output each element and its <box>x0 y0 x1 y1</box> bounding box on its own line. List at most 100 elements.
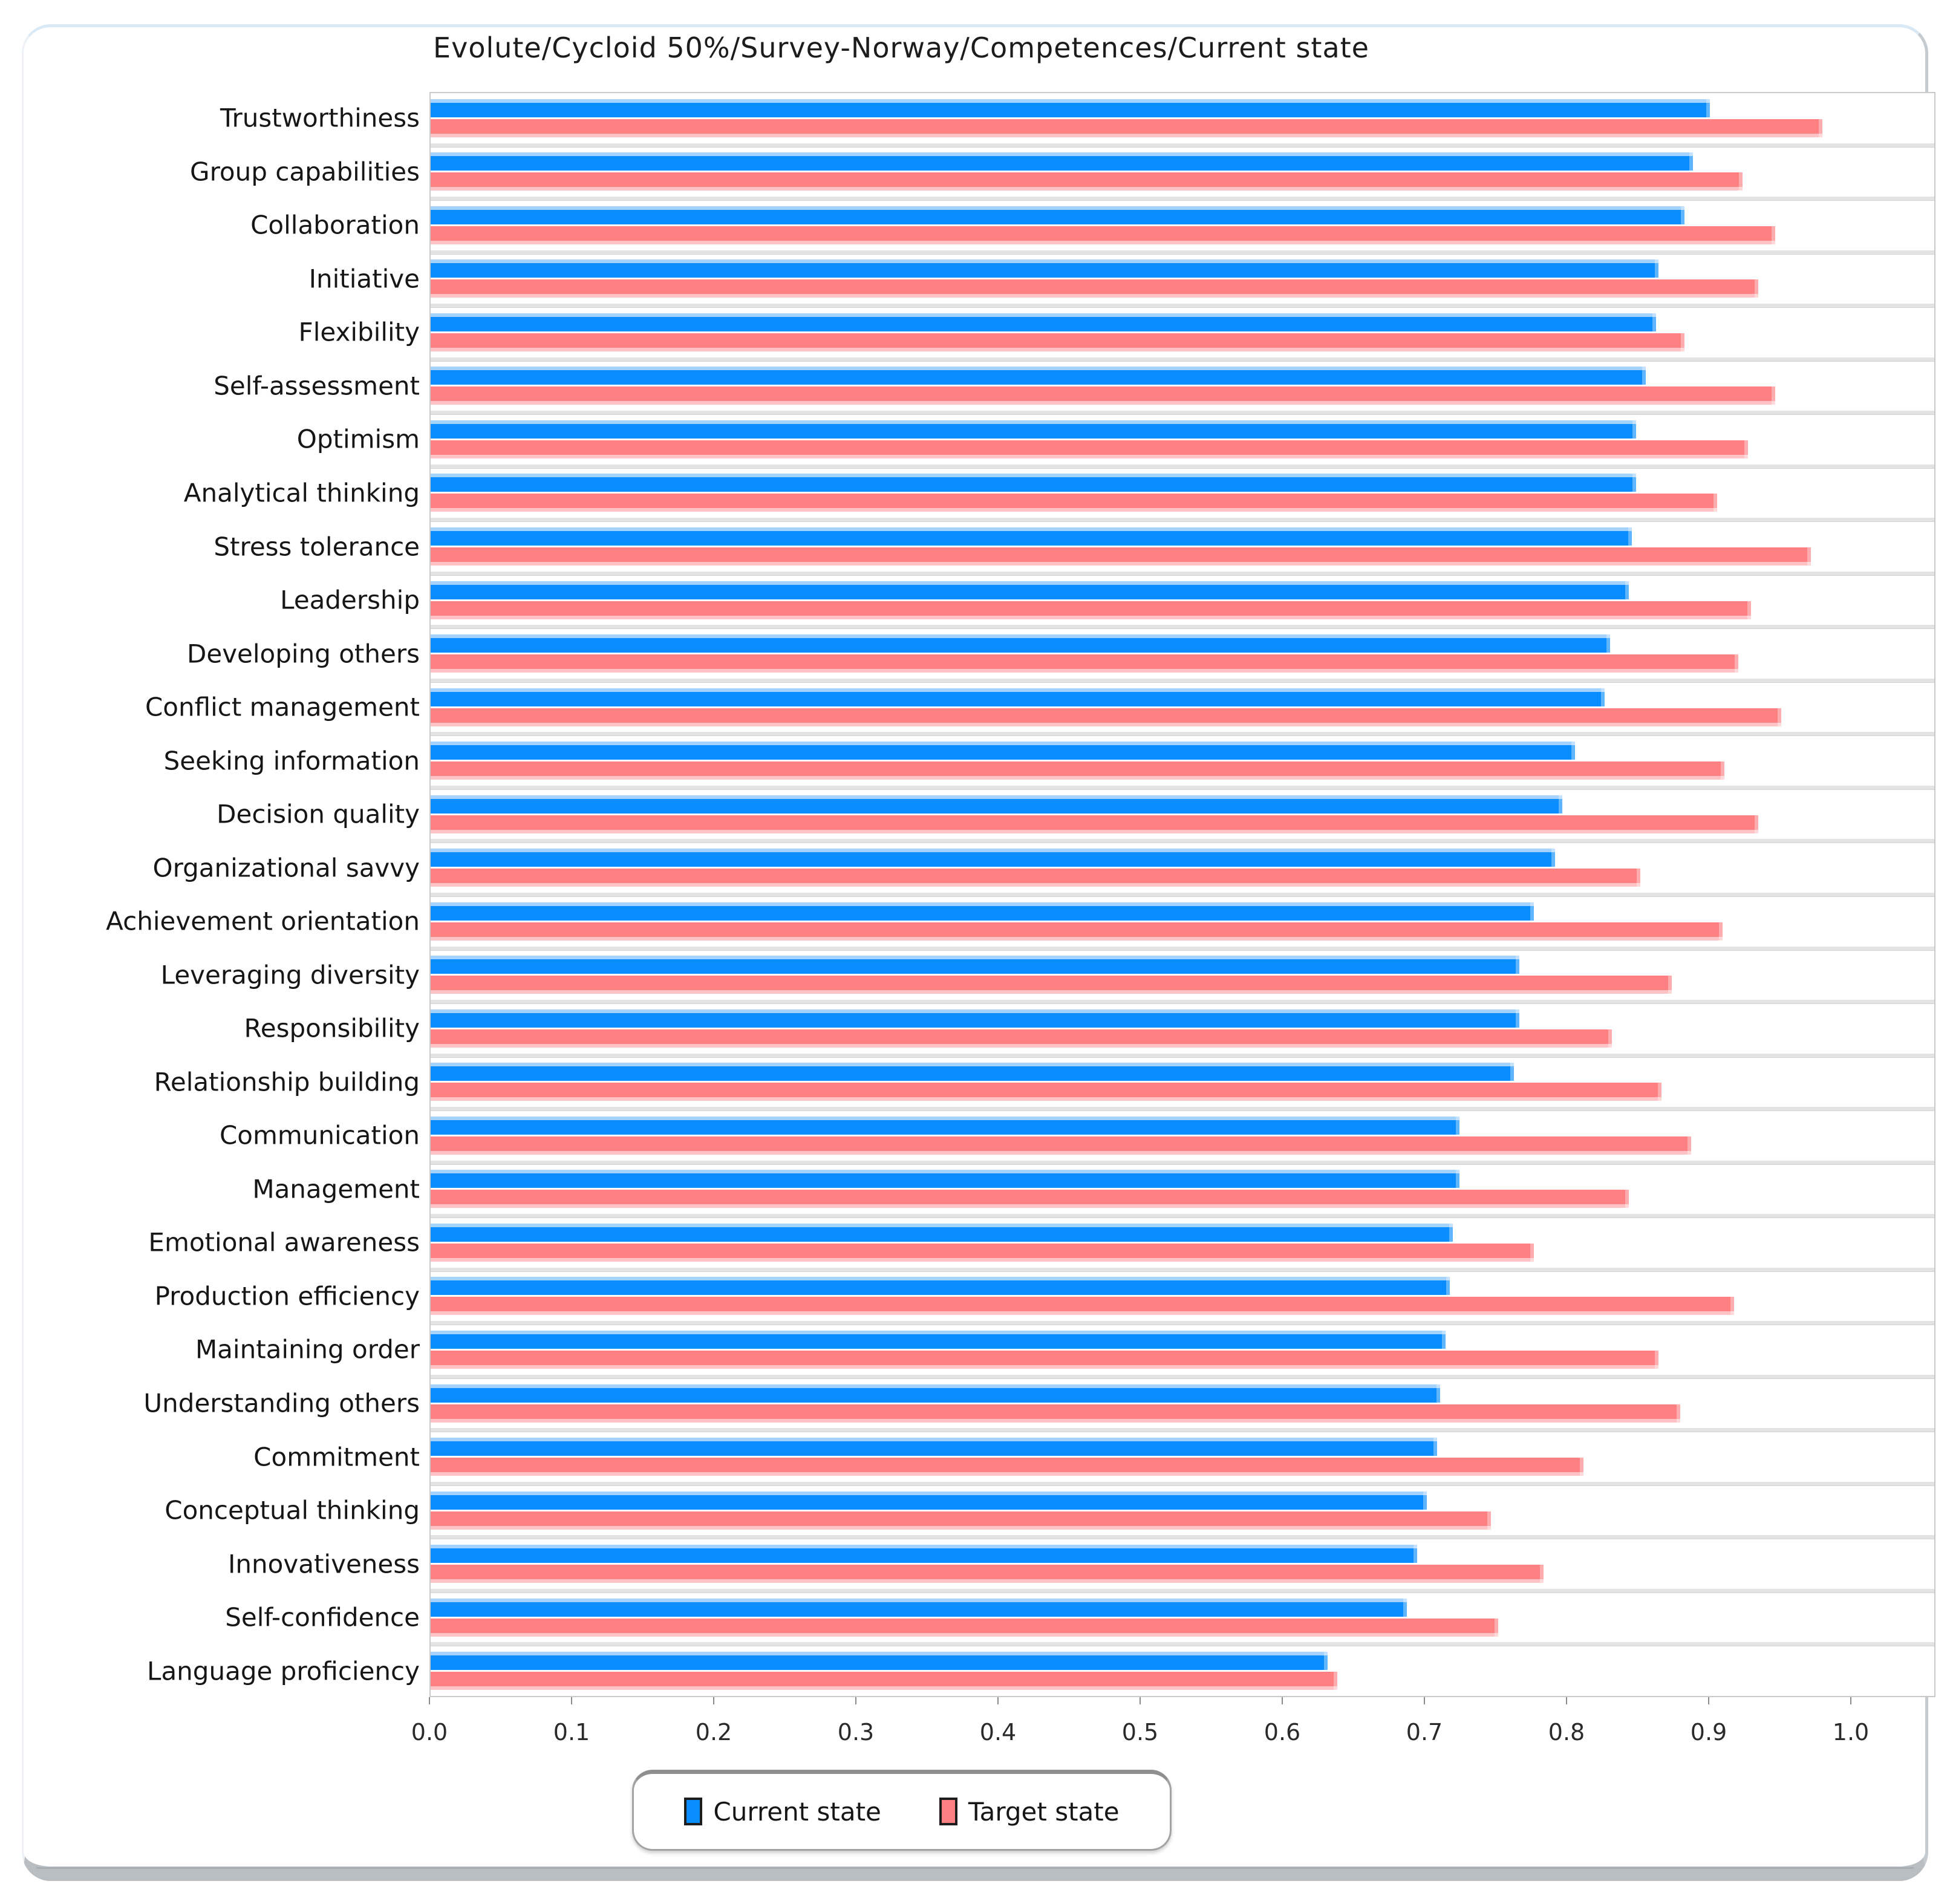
tick-label: 0.2 <box>695 1719 732 1746</box>
bar-target-state <box>431 976 1672 994</box>
chart-row: Innovativeness <box>228 1539 1934 1593</box>
bar-target-state <box>431 1565 1544 1583</box>
bar-target-state <box>431 1404 1680 1423</box>
bar-current-state <box>431 688 1605 706</box>
bar-target-state <box>431 1243 1534 1262</box>
tick-label: 0.7 <box>1406 1719 1443 1746</box>
bar-target-state <box>431 1297 1734 1316</box>
tick-label: 0.9 <box>1690 1719 1727 1746</box>
tick-mark <box>1140 1697 1141 1704</box>
chart-row: Conflict management <box>145 682 1934 736</box>
bar-current-state <box>431 1330 1446 1349</box>
category-label: Conflict management <box>145 692 420 722</box>
bar-current-state <box>431 742 1575 760</box>
chart-row: Group capabilities <box>190 147 1934 201</box>
bar-current-state <box>431 1116 1460 1135</box>
bar-current-state <box>431 1009 1520 1028</box>
tick-mark <box>1708 1697 1709 1704</box>
bar-target-state <box>431 440 1749 458</box>
bar-current-state <box>431 1652 1328 1671</box>
legend-label-current: Current state <box>713 1796 881 1827</box>
category-label: Seeking information <box>163 746 420 776</box>
bar-current-state <box>431 313 1656 331</box>
legend-item-current: Current state <box>684 1797 881 1827</box>
tick-mark <box>1566 1697 1567 1704</box>
chart-row: Commitment <box>253 1432 1934 1485</box>
window-bottom-edge <box>36 1867 1914 1869</box>
chart-row: Emotional awareness <box>148 1218 1934 1271</box>
tick-mark <box>1850 1697 1851 1704</box>
tick-label: 1.0 <box>1832 1719 1870 1746</box>
bar-target-state <box>431 119 1822 137</box>
bar-target-state <box>431 761 1724 780</box>
bar-current-state <box>431 420 1636 439</box>
bar-current-state <box>431 1170 1460 1188</box>
category-label: Achievement orientation <box>106 906 420 936</box>
bar-current-state <box>431 206 1684 224</box>
category-label: Emotional awareness <box>148 1227 420 1257</box>
tick-label: 0.4 <box>979 1719 1017 1746</box>
tick-mark <box>429 1697 430 1704</box>
category-label: Self-assessment <box>214 371 420 401</box>
bar-current-state <box>431 259 1659 278</box>
bar-current-state <box>431 1277 1450 1296</box>
category-label: Communication <box>219 1120 420 1150</box>
category-label: Responsibility <box>244 1013 420 1043</box>
category-label: Self-confidence <box>225 1602 420 1632</box>
chart-row: Organizational savvy <box>153 843 1934 896</box>
bar-target-state <box>431 333 1684 351</box>
chart-row: Language proficiency <box>147 1646 1934 1696</box>
bar-current-state <box>431 634 1611 653</box>
category-label: Trustworthiness <box>220 103 420 133</box>
chart-row: Achievement orientation <box>106 896 1934 950</box>
bar-target-state <box>431 1029 1612 1048</box>
category-label: Analytical thinking <box>183 478 420 508</box>
legend-item-target: Target state <box>939 1797 1120 1827</box>
chart-row: Maintaining order <box>195 1325 1934 1378</box>
legend-label-target: Target state <box>968 1796 1120 1827</box>
category-label: Relationship building <box>154 1067 420 1097</box>
tick-label: 0.6 <box>1264 1719 1301 1746</box>
chart-row: Leadership <box>280 575 1934 629</box>
bar-current-state <box>431 849 1555 867</box>
bar-current-state <box>431 902 1534 921</box>
chart-row: Responsibility <box>244 1003 1934 1057</box>
chart-row: Optimism <box>297 414 1934 468</box>
bar-current-state <box>431 474 1636 492</box>
bar-current-state <box>431 581 1629 599</box>
bar-target-state <box>431 494 1717 512</box>
category-label: Language proficiency <box>147 1656 420 1686</box>
chart-row: Collaboration <box>250 200 1934 254</box>
target-state-swatch-icon <box>939 1798 957 1825</box>
plot-area: Trustworthiness Group capabilities Collabo… <box>106 92 1935 1697</box>
tick-mark <box>997 1697 999 1704</box>
chart-row: Conceptual thinking <box>165 1485 1934 1539</box>
legend: Current state Target state <box>632 1770 1172 1851</box>
chart-row: Understanding others <box>143 1378 1934 1432</box>
x-axis: 0.0 0.1 0.2 0.3 0.4 0.5 0.6 0.7 0.8 0.9 1.0 <box>411 1697 1935 1764</box>
bar-target-state <box>431 1190 1629 1208</box>
bar-target-state <box>431 279 1758 298</box>
bar-current-state <box>431 1223 1453 1242</box>
tick-mark <box>1282 1697 1283 1704</box>
chart-row: Analytical thinking <box>184 468 1934 522</box>
bar-current-state <box>431 956 1520 974</box>
bar-current-state <box>431 1063 1514 1081</box>
bar-target-state <box>431 1618 1498 1637</box>
category-label: Leveraging diversity <box>160 960 420 990</box>
category-label: Initiative <box>308 264 420 294</box>
bar-current-state <box>431 1438 1437 1456</box>
chart-row: Stress tolerance <box>214 521 1934 575</box>
chart-row: Communication <box>220 1110 1934 1164</box>
category-label: Decision quality <box>217 799 420 829</box>
bar-target-state <box>431 708 1781 726</box>
chart-row: Production efficiency <box>155 1271 1934 1325</box>
chart-title: Evolute/Cycloid 50%/Survey-Norway/Compet… <box>433 31 1369 64</box>
chart-row: Initiative <box>309 254 1934 308</box>
chart-row: Developing others <box>187 628 1934 682</box>
bar-target-state <box>431 386 1776 405</box>
tick-mark <box>1424 1697 1425 1704</box>
bar-target-state <box>431 1511 1492 1530</box>
bar-current-state <box>431 527 1632 546</box>
category-label: Innovativeness <box>228 1549 420 1579</box>
